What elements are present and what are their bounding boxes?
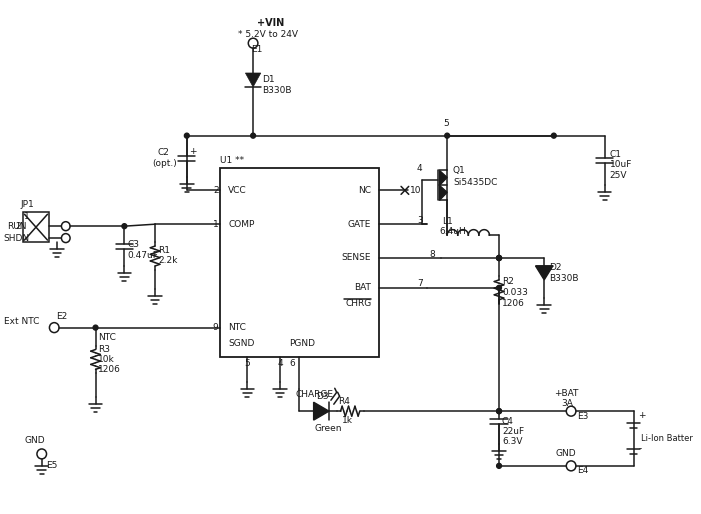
Circle shape <box>93 325 98 330</box>
Text: NC: NC <box>358 186 372 195</box>
Text: SHDN: SHDN <box>4 233 29 243</box>
Text: C1: C1 <box>610 150 622 159</box>
Text: D3: D3 <box>317 392 329 401</box>
Text: U1 **: U1 ** <box>220 156 245 165</box>
Text: 4: 4 <box>277 359 283 368</box>
Text: GND: GND <box>25 435 45 445</box>
Text: 1: 1 <box>213 219 219 229</box>
Text: +: + <box>639 411 646 419</box>
Bar <box>220 169 379 357</box>
Text: GATE: GATE <box>348 219 372 229</box>
Circle shape <box>122 224 127 229</box>
Circle shape <box>184 133 189 138</box>
Text: C3: C3 <box>128 240 139 249</box>
Text: D2: D2 <box>549 264 562 272</box>
Circle shape <box>496 285 501 290</box>
Text: 0.47uF: 0.47uF <box>128 250 158 260</box>
Text: SGND: SGND <box>228 339 254 348</box>
Text: -: - <box>639 445 641 453</box>
Text: 5: 5 <box>245 359 250 368</box>
Text: JP1: JP1 <box>20 200 34 209</box>
Text: 6: 6 <box>290 359 295 368</box>
Circle shape <box>496 409 501 414</box>
Text: 10uF: 10uF <box>610 160 632 169</box>
Polygon shape <box>245 73 261 87</box>
Text: CHARGE: CHARGE <box>295 390 334 399</box>
Text: +: + <box>189 147 196 156</box>
Circle shape <box>496 255 501 261</box>
Text: (opt.): (opt.) <box>152 159 177 168</box>
Text: 3A: 3A <box>562 399 573 408</box>
Text: Green: Green <box>315 424 342 433</box>
Text: * 5.2V to 24V: * 5.2V to 24V <box>238 30 298 39</box>
Circle shape <box>552 133 556 138</box>
Text: Li-Ion Batter: Li-Ion Batter <box>641 433 693 443</box>
Text: D1: D1 <box>261 76 274 84</box>
Text: R1: R1 <box>158 246 170 254</box>
Text: E4: E4 <box>577 466 588 475</box>
Bar <box>22 212 50 242</box>
Text: CHRG: CHRG <box>345 299 372 308</box>
Text: RUN: RUN <box>7 222 27 231</box>
Text: +BAT: +BAT <box>554 389 578 398</box>
Text: Ext NTC: Ext NTC <box>4 317 40 326</box>
Text: NTC: NTC <box>228 323 246 332</box>
Text: 1206: 1206 <box>98 365 121 374</box>
Text: E3: E3 <box>577 412 588 420</box>
Text: 2.2k: 2.2k <box>158 256 177 265</box>
Text: E2: E2 <box>56 312 67 321</box>
Text: 1k: 1k <box>343 416 353 425</box>
Text: COMP: COMP <box>228 219 254 229</box>
Polygon shape <box>440 186 447 200</box>
Text: 10k: 10k <box>98 355 115 364</box>
Text: VCC: VCC <box>228 186 247 195</box>
Text: 6.3V: 6.3V <box>502 436 522 446</box>
Text: 25V: 25V <box>610 171 627 180</box>
Text: 2: 2 <box>213 186 219 195</box>
Text: 3: 3 <box>417 216 423 225</box>
Text: C4: C4 <box>502 417 514 426</box>
Text: GND: GND <box>556 449 576 458</box>
Circle shape <box>496 255 501 261</box>
Circle shape <box>496 464 501 468</box>
Text: R3: R3 <box>98 345 111 354</box>
Text: BAT: BAT <box>355 283 372 292</box>
Text: 4: 4 <box>416 164 422 173</box>
Text: Q1: Q1 <box>453 166 465 175</box>
Text: 1: 1 <box>25 212 30 221</box>
Text: 22uF: 22uF <box>502 427 524 435</box>
Text: PGND: PGND <box>290 339 315 348</box>
Text: 8: 8 <box>429 249 435 259</box>
Circle shape <box>496 255 501 261</box>
Text: B330B: B330B <box>549 274 578 283</box>
Text: B330B: B330B <box>261 86 291 96</box>
Text: NTC: NTC <box>98 333 116 342</box>
Text: L1: L1 <box>442 217 453 226</box>
Text: 0.033: 0.033 <box>502 288 528 297</box>
Circle shape <box>496 409 501 414</box>
Text: Si5435DC: Si5435DC <box>453 178 497 187</box>
Text: E1: E1 <box>251 45 263 53</box>
Polygon shape <box>313 402 329 420</box>
Polygon shape <box>536 266 553 280</box>
Text: 5: 5 <box>443 119 449 128</box>
Text: 7: 7 <box>417 279 423 288</box>
Text: 9: 9 <box>213 323 219 332</box>
Polygon shape <box>440 171 447 186</box>
Text: 10: 10 <box>409 186 421 195</box>
Text: SENSE: SENSE <box>342 253 372 263</box>
Text: R4: R4 <box>339 397 350 406</box>
Circle shape <box>444 133 449 138</box>
Text: 6.4uH: 6.4uH <box>440 227 466 235</box>
Text: 2: 2 <box>15 222 20 231</box>
Text: 1206: 1206 <box>502 299 525 308</box>
Text: R2: R2 <box>502 278 514 286</box>
Text: C2: C2 <box>158 148 170 157</box>
Circle shape <box>251 133 255 138</box>
Text: +VIN: +VIN <box>257 19 284 28</box>
Text: E5: E5 <box>46 462 58 470</box>
